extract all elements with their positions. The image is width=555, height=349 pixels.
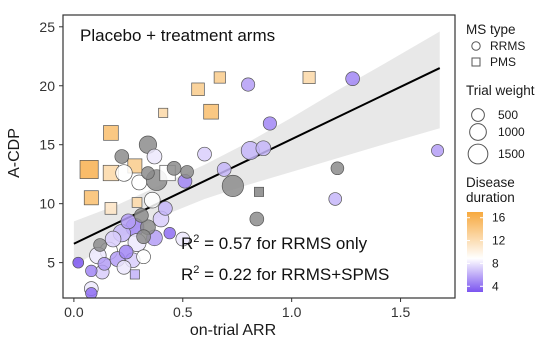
data-point-rrms: [115, 164, 133, 182]
data-point-rrms: [85, 264, 98, 278]
data-point-pms: [83, 190, 99, 206]
data-point-rrms: [116, 260, 132, 275]
data-point-rrms: [97, 257, 112, 271]
data-point-pms: [213, 71, 226, 84]
legend-size-circle: [467, 143, 489, 165]
data-point-rrms: [166, 160, 182, 176]
legend-color-bar: [467, 212, 483, 292]
data-point-rrms: [255, 140, 272, 157]
legend-color-title-line: duration: [466, 190, 515, 205]
data-point-rrms: [175, 231, 191, 247]
y-axis-title: A-CDP: [6, 128, 23, 178]
data-point-rrms: [118, 244, 134, 260]
legend-shape-label: PMS: [490, 55, 516, 69]
legend-size-label: 500: [498, 108, 518, 122]
data-point-rrms: [345, 71, 360, 86]
data-point-pms: [302, 71, 316, 84]
data-point-pms: [103, 125, 119, 141]
annotation-r: R: [181, 234, 193, 253]
data-point-rrms: [431, 144, 445, 158]
data-point-rrms: [180, 165, 194, 179]
x-tick-label: 1.5: [391, 304, 411, 320]
legend-circle-icon: [471, 41, 481, 51]
legend-color-label: 16: [492, 211, 506, 225]
data-point-pms: [203, 103, 219, 120]
y-tick-label: 20: [39, 78, 55, 94]
legend-size-title: Trial weight: [466, 83, 535, 98]
annotation-text: = 0.57 for RRMS only: [199, 234, 367, 253]
legend-size-circle: [471, 108, 485, 122]
legend-size-label: 1500: [498, 147, 525, 161]
data-point-rrms: [330, 161, 345, 176]
plot-frame: [62, 14, 456, 299]
data-point-pms: [104, 202, 118, 215]
data-point-rrms: [216, 162, 232, 177]
data-point-rrms: [163, 227, 176, 240]
y-tick-label: 10: [39, 196, 55, 212]
data-point-rrms: [141, 166, 155, 180]
data-point-rrms: [120, 213, 137, 230]
data-point-rrms: [136, 229, 151, 244]
legend-size-label: 1000: [498, 125, 525, 139]
legend-color-label: 8: [492, 256, 499, 270]
y-tick-label: 5: [47, 255, 55, 271]
annotation-r: R: [181, 265, 193, 284]
data-point-rrms: [144, 191, 161, 209]
legend-color-title: Disease duration: [466, 175, 515, 205]
data-point-rrms: [241, 77, 256, 92]
data-point-rrms: [104, 230, 122, 248]
legend-color-title-line: Disease: [466, 175, 515, 190]
data-point-rrms: [93, 238, 107, 252]
data-point-rrms: [197, 146, 212, 162]
x-tick-label: 1.0: [282, 304, 302, 320]
legend-shape-label: RRMS: [490, 39, 525, 53]
data-point-rrms: [249, 211, 265, 227]
data-point-rrms: [85, 287, 98, 298]
legend-color-label: 12: [492, 234, 506, 248]
x-tick-label: 0.0: [64, 304, 84, 320]
data-point-rrms: [221, 174, 244, 198]
data-point-pms: [254, 186, 264, 197]
data-point-rrms: [328, 192, 342, 206]
annotation-superscript: 2: [193, 233, 199, 245]
legend-shape-title: MS type: [466, 22, 516, 37]
legend: MS type RRMS PMS Trial weight 500 1000 1500…: [466, 22, 535, 293]
x-axis-title: on-trial ARR: [190, 322, 276, 339]
r2-annotation-rrms-spms: R2 = 0.22 for RRMS+SPMS: [181, 264, 389, 284]
legend-size-circle: [469, 123, 487, 141]
y-tick-label: 25: [39, 19, 55, 35]
data-point-pms: [79, 160, 99, 179]
r2-annotation-rrms: R2 = 0.57 for RRMS only: [181, 233, 368, 253]
legend-square-icon: [471, 57, 481, 67]
data-point-rrms: [72, 256, 85, 269]
data-point-pms: [129, 269, 140, 280]
legend-color-label: 4: [492, 279, 499, 293]
panel-label: Placebo + treatment arms: [80, 26, 275, 45]
data-point-rrms: [262, 116, 277, 131]
annotation-text: = 0.22 for RRMS+SPMS: [199, 265, 389, 284]
data-point-pms: [191, 82, 205, 96]
data-point-pms: [158, 107, 169, 118]
x-tick-label: 0.5: [173, 304, 193, 320]
annotation-superscript: 2: [193, 264, 199, 276]
data-point-rrms: [134, 208, 149, 223]
data-point-rrms: [158, 201, 173, 216]
y-tick-label: 15: [39, 137, 55, 153]
data-point-pms: [131, 197, 143, 208]
data-point-rrms: [136, 249, 151, 265]
data-point-rrms: [114, 149, 130, 164]
data-point-rrms: [146, 148, 163, 165]
data-point-rrms: [131, 174, 148, 191]
